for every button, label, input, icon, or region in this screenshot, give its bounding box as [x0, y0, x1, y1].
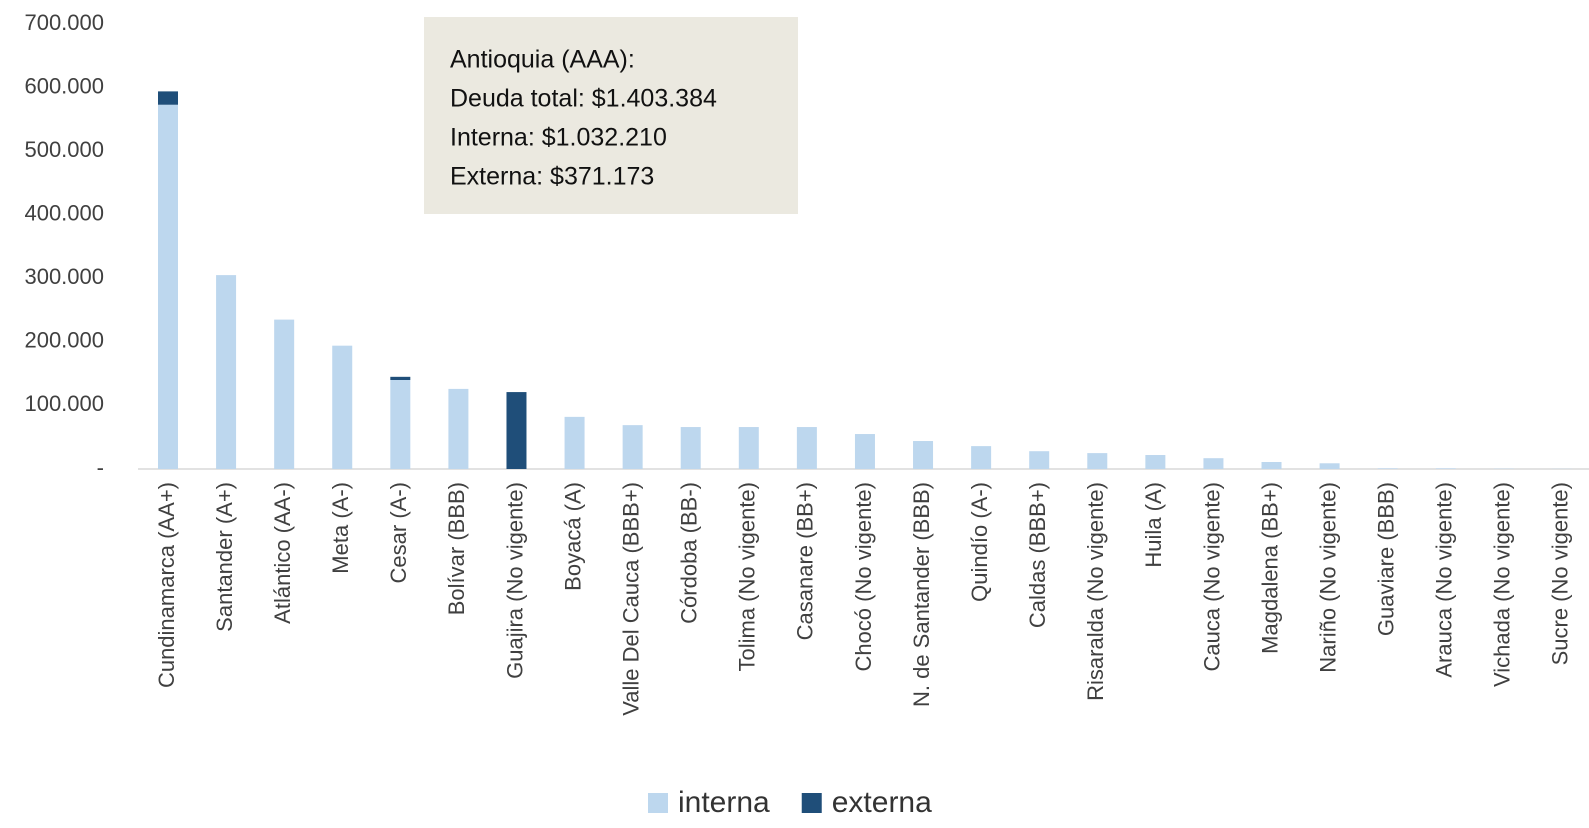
bar-segment: [1435, 468, 1456, 469]
bar-segment: [390, 380, 411, 469]
bar-segment: [390, 376, 411, 380]
x-tick-label: Vichada (No vigente): [1490, 482, 1515, 687]
x-tick-label: Córdoba (BB-): [677, 482, 702, 624]
y-tick-label: 500.000: [24, 137, 104, 162]
bar-segment: [506, 392, 527, 469]
y-tick-label: 700.000: [24, 10, 104, 35]
x-tick-label: Cesar (A-): [386, 482, 411, 583]
x-tick-label: Risaralda (No vigente): [1083, 482, 1108, 701]
x-tick-label: Caldas (BBB+): [1025, 482, 1050, 628]
bar-segment: [1203, 458, 1224, 469]
bar-segment: [971, 446, 992, 469]
x-tick-label: Sucre (No vigente): [1548, 482, 1573, 665]
legend-label: interna: [678, 786, 770, 819]
x-tick-label: Guaviare (BBB): [1373, 482, 1398, 636]
bar-segment: [622, 425, 643, 469]
annotation-line: Antioquia (AAA):: [450, 46, 635, 74]
bar-segment: [158, 91, 178, 105]
bar-segment: [1029, 451, 1050, 469]
legend-swatch: [648, 793, 668, 813]
annotation-line: Externa: $371.173: [450, 163, 654, 191]
x-tick-label: N. de Santander (BBB): [909, 482, 934, 707]
bar-segment: [796, 427, 817, 469]
bar-segment: [913, 441, 934, 469]
x-tick-label: Quindío (A-): [967, 482, 992, 602]
bar-segment: [854, 434, 875, 469]
x-tick-label: Tolima (No vigente): [735, 482, 760, 672]
x-tick-label: Bolívar (BBB): [444, 482, 469, 615]
x-tick-label: Casanare (BB+): [793, 482, 818, 640]
bar-segment: [1319, 463, 1340, 469]
y-tick-label: 200.000: [24, 328, 104, 353]
bar-segment: [738, 427, 759, 469]
annotation-box: [424, 17, 798, 214]
x-tick-label: Cundinamarca (AA+): [154, 482, 179, 688]
bar-segment: [158, 104, 178, 469]
legend-label: externa: [832, 786, 932, 819]
annotation-line: Interna: $1.032.210: [450, 124, 667, 152]
x-tick-label: Arauca (No vigente): [1432, 482, 1457, 678]
bar-segment: [274, 319, 295, 469]
y-tick-label: 100.000: [24, 391, 104, 416]
x-tick-label: Santander (A+): [212, 482, 237, 632]
bar-segment: [216, 275, 237, 469]
bar-segment: [1087, 453, 1108, 469]
bar-segment: [1261, 462, 1282, 469]
bar-segment: [332, 345, 353, 469]
bar-segment: [448, 388, 469, 469]
x-tick-label: Huila (A): [1141, 482, 1166, 568]
x-tick-label: Guajira (No vigente): [502, 482, 527, 679]
legend-swatch: [801, 793, 822, 813]
y-tick-label: 300.000: [24, 264, 104, 289]
y-tick-label: -: [97, 455, 104, 480]
bar-segment: [1145, 455, 1166, 469]
y-tick-label: 600.000: [24, 73, 104, 98]
y-tick-label: 400.000: [24, 201, 104, 226]
x-tick-label: Atlántico (AA-): [270, 482, 295, 624]
annotation-line: Deuda total: $1.403.384: [450, 85, 717, 113]
x-tick-label: Chocó (No vigente): [851, 482, 876, 672]
x-tick-label: Boyacá (A): [560, 482, 585, 591]
x-tick-label: Magdalena (BB+): [1257, 482, 1282, 654]
bar-segment: [564, 416, 585, 469]
bar-segment: [680, 427, 701, 469]
x-tick-label: Nariño (No vigente): [1315, 482, 1340, 673]
x-tick-label: Cauca (No vigente): [1199, 482, 1224, 672]
bar-segment: [1377, 468, 1398, 469]
x-tick-label: Valle Del Cauca (BBB+): [618, 482, 643, 716]
x-tick-label: Meta (A-): [328, 482, 353, 574]
